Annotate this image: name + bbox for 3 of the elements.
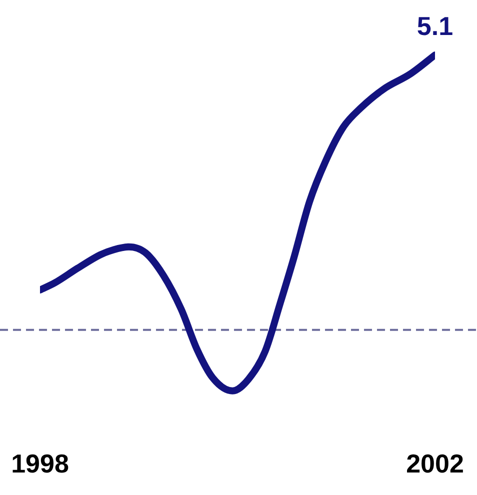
x-tick-label: 2002 [406, 448, 464, 479]
annotation: 5.1 [416, 11, 454, 42]
x-tick-label: 1998 [11, 448, 69, 479]
